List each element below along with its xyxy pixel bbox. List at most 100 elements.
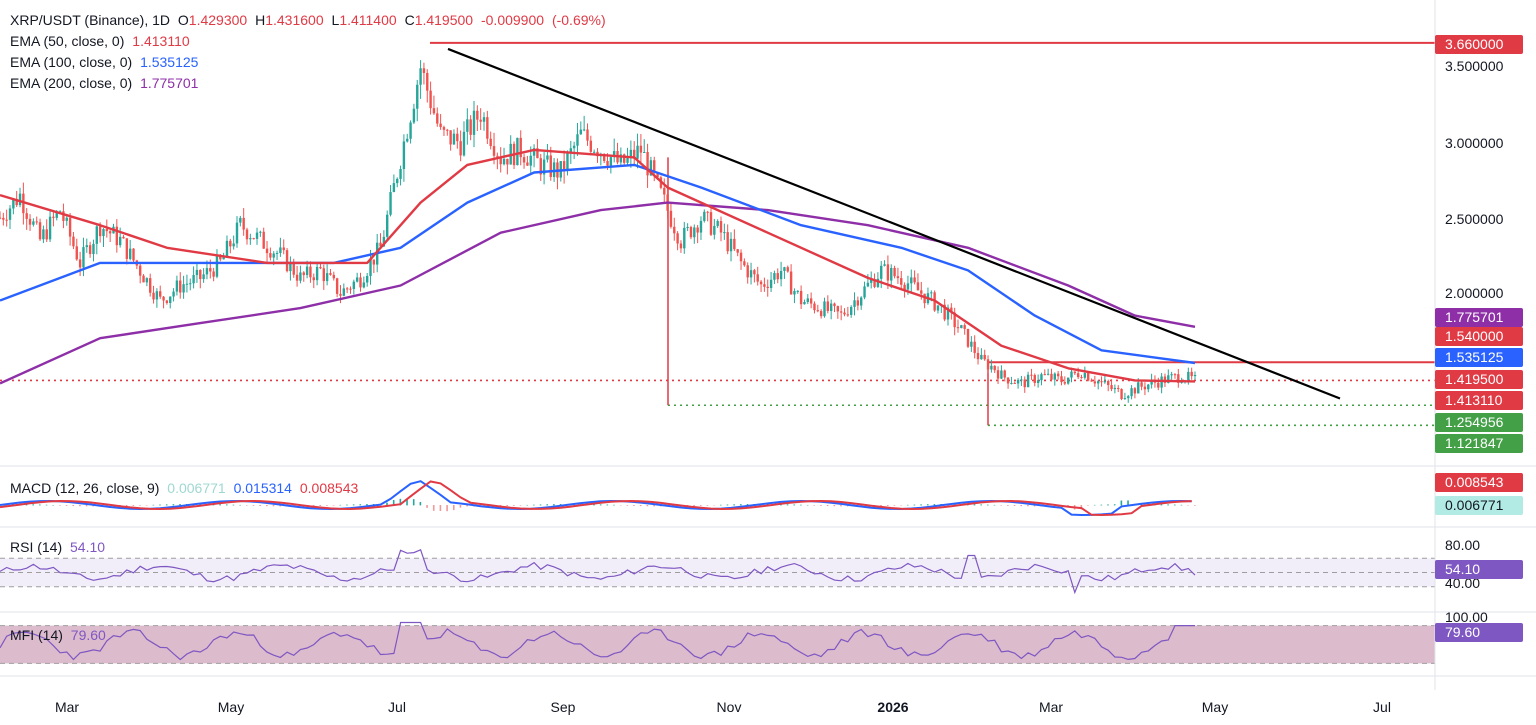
candle-body bbox=[996, 370, 1000, 379]
ema200-legend: EMA (200, close, 0) 1.775701 bbox=[10, 74, 202, 92]
candle-body bbox=[369, 259, 372, 276]
price-label-3660: 3.660000 bbox=[1435, 35, 1523, 54]
candle-body bbox=[172, 291, 175, 297]
candle-body bbox=[118, 236, 122, 246]
macd-hist-bar bbox=[740, 504, 742, 506]
candle-body bbox=[983, 354, 986, 360]
ohlc-high: H1.431600 bbox=[255, 12, 324, 28]
candle-body bbox=[723, 232, 726, 234]
price-label-1254: 1.254956 bbox=[1435, 413, 1523, 432]
candle-body bbox=[1043, 374, 1046, 376]
candle-body bbox=[72, 236, 75, 247]
candle-body bbox=[442, 127, 446, 130]
macd-hist-bar bbox=[1113, 504, 1116, 506]
candle-body bbox=[472, 110, 476, 135]
candle-body bbox=[28, 218, 32, 225]
candle-body bbox=[2, 217, 5, 220]
mfi-tick-100: 100.00 bbox=[1445, 609, 1488, 625]
candle-body bbox=[115, 226, 119, 246]
candle-body bbox=[656, 172, 659, 178]
macd-hist-bar bbox=[225, 504, 228, 506]
candle-body bbox=[345, 288, 349, 290]
candle-body bbox=[539, 158, 542, 175]
ema100-line bbox=[0, 163, 1196, 365]
candle-body bbox=[8, 208, 12, 220]
candle-body bbox=[12, 198, 15, 209]
candle-body bbox=[506, 158, 509, 165]
candle-body bbox=[729, 238, 733, 252]
candle-body bbox=[773, 273, 776, 280]
candle-body bbox=[436, 113, 439, 124]
macd-hist-bar bbox=[32, 504, 34, 506]
macd-signal-label: 0.008543 bbox=[1435, 473, 1523, 492]
candle-body bbox=[1010, 382, 1013, 384]
candle-body bbox=[379, 242, 382, 247]
mfi-name: MFI (14) bbox=[10, 627, 63, 643]
candle-body bbox=[839, 311, 843, 313]
candle-body bbox=[1030, 374, 1033, 376]
candle-body bbox=[459, 141, 462, 156]
candle-body bbox=[466, 119, 469, 132]
candle-body bbox=[966, 328, 970, 347]
candle-body bbox=[813, 303, 816, 311]
candle-body bbox=[102, 229, 105, 237]
macd-hist-bar bbox=[653, 505, 655, 507]
candle-body bbox=[542, 159, 546, 175]
candle-body bbox=[566, 153, 569, 171]
candle-body bbox=[799, 290, 803, 305]
ohlc-close: C1.419500 bbox=[405, 12, 474, 28]
candle-body bbox=[489, 138, 492, 147]
rsi-tick-40: 40.00 bbox=[1445, 575, 1481, 591]
candle-body bbox=[235, 222, 239, 244]
candle-body bbox=[743, 261, 746, 266]
rsi-name: RSI (14) bbox=[10, 539, 63, 555]
candle-body bbox=[986, 359, 990, 370]
candle-body bbox=[1020, 379, 1023, 381]
candle-body bbox=[352, 281, 356, 290]
candle-body bbox=[890, 267, 893, 281]
candle-body bbox=[319, 266, 322, 269]
macd-hist-bar bbox=[826, 505, 829, 507]
candle-body bbox=[903, 284, 906, 290]
candle-body bbox=[1013, 382, 1016, 384]
candle-body bbox=[796, 290, 799, 292]
candle-body bbox=[355, 277, 359, 282]
rsi-value: 54.10 bbox=[70, 539, 106, 555]
candle-body bbox=[42, 229, 45, 240]
macd-hist-bar bbox=[359, 504, 362, 506]
mfi-value: 79.60 bbox=[70, 627, 106, 643]
macd-hist-bar bbox=[339, 504, 342, 506]
candle-body bbox=[876, 278, 880, 287]
candle-body bbox=[716, 221, 719, 226]
candle-body bbox=[295, 274, 299, 281]
candle-body bbox=[709, 212, 713, 235]
macd-hist-bar bbox=[553, 504, 555, 506]
candle-body bbox=[1117, 387, 1120, 389]
candle-body bbox=[182, 284, 185, 293]
candle-body bbox=[576, 134, 579, 146]
candle-body bbox=[1190, 371, 1193, 377]
candle-body bbox=[1160, 376, 1163, 388]
macd-hist-bar bbox=[259, 505, 261, 506]
candle-body bbox=[1167, 375, 1170, 383]
candle-body bbox=[219, 255, 222, 260]
candle-body bbox=[726, 232, 729, 252]
macd-hist-bar bbox=[973, 504, 976, 506]
macd-hist-bar bbox=[399, 498, 402, 506]
macd-hist-bar bbox=[266, 505, 268, 507]
macd-hist-bar bbox=[699, 505, 702, 506]
high-value: 1.431600 bbox=[265, 12, 324, 28]
macd-hist-bar bbox=[432, 505, 435, 511]
candle-body bbox=[673, 226, 676, 234]
candle-body bbox=[993, 365, 996, 371]
macd-hist-bar bbox=[132, 505, 135, 506]
candle-body bbox=[1180, 381, 1183, 383]
macd-hist-bar bbox=[85, 505, 88, 507]
macd-hist-bar bbox=[926, 504, 929, 506]
candle-body bbox=[970, 341, 973, 347]
candle-body bbox=[432, 108, 436, 114]
candle-body bbox=[586, 129, 589, 141]
candle-body bbox=[406, 138, 409, 142]
candle-body bbox=[963, 325, 966, 329]
